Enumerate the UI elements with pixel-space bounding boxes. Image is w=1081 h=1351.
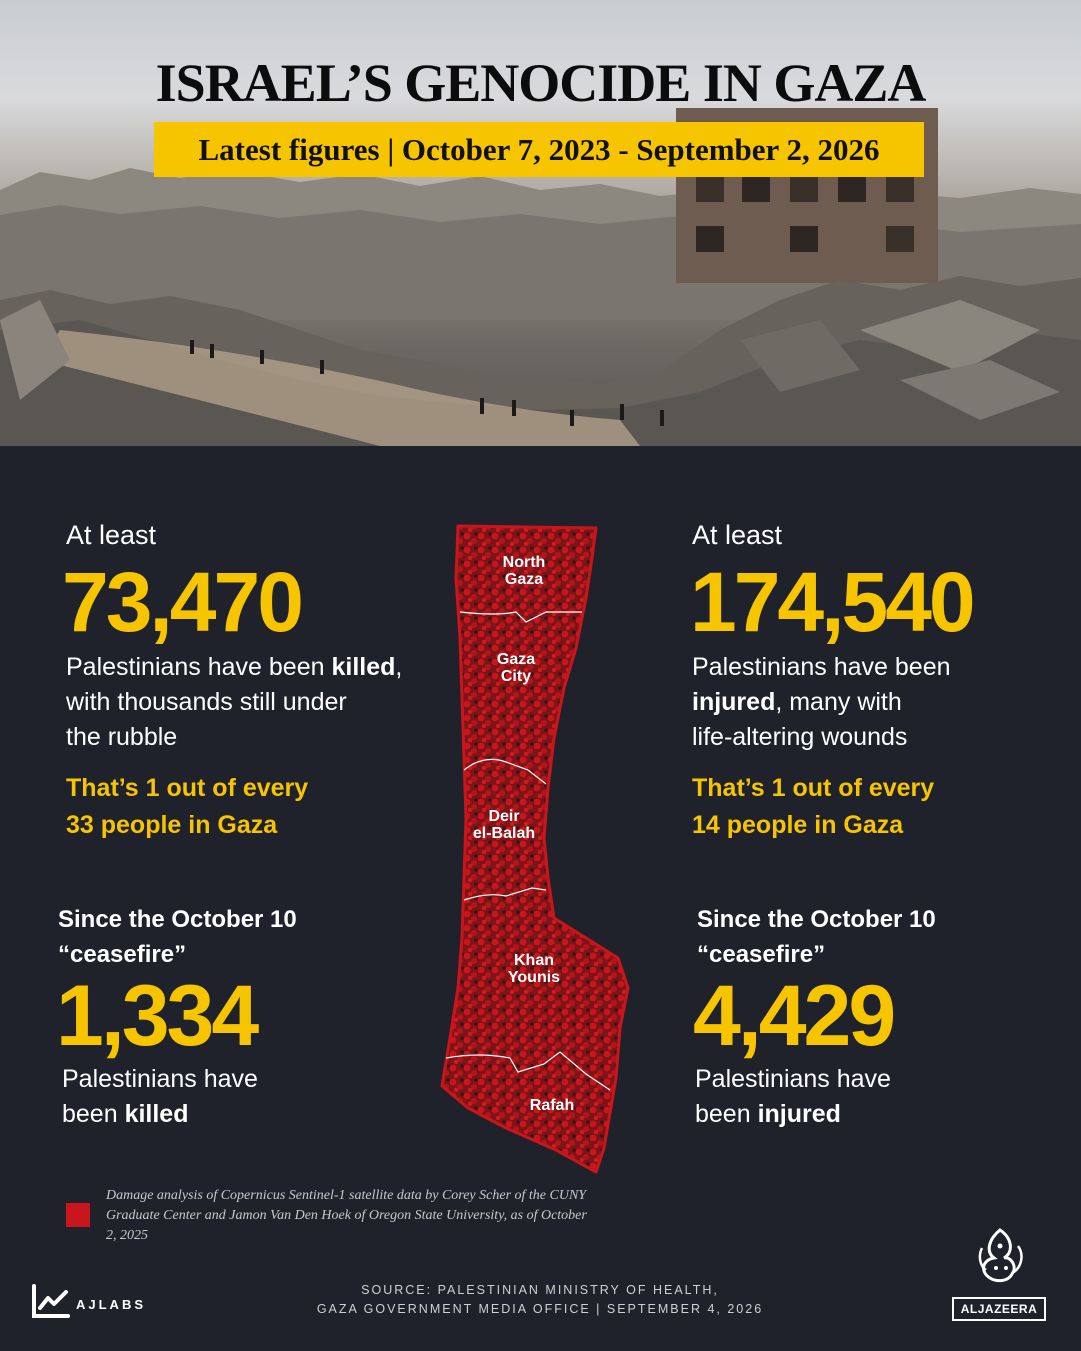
injured-desc-line3: life-altering wounds: [692, 723, 908, 751]
left-since-line2: “ceasefire”: [58, 941, 187, 968]
ceasefire-injured-description: Palestinians have been injured: [695, 1062, 891, 1132]
left-since-heading: Since the October 10 “ceasefire”: [58, 902, 297, 972]
map-label-rafah: Rafah: [529, 1097, 575, 1114]
map-label-khan-younis-line2: Younis: [507, 969, 561, 986]
injured-lead-text: At least: [692, 520, 783, 550]
ajlabs-brand: AJLABS: [30, 1282, 146, 1322]
source-credit: SOURCE: PALESTINIAN MINISTRY OF HEALTH, …: [270, 1281, 810, 1319]
aljazeera-wordmark: ALJAZEERA: [952, 1297, 1046, 1321]
map-label-deir-el-balah-line1: Deir: [488, 808, 520, 825]
map-label-north-gaza-line1: North: [502, 554, 546, 571]
injured-total-value: 174,540: [690, 555, 976, 649]
killed-desc-line2: with thousands still under: [66, 688, 347, 716]
map-label-deir-el-balah-line2: el-Balah: [472, 825, 536, 842]
map-label-gaza-city: Gaza City: [476, 651, 556, 685]
source-line1: SOURCE: PALESTINIAN MINISTRY OF HEALTH,: [361, 1283, 719, 1297]
killed-desc-part2: ,: [395, 653, 403, 681]
right-since-line2: “ceasefire”: [697, 941, 826, 968]
killed-desc-part1: Palestinians have been: [66, 653, 332, 681]
injured-ratio-line2: 14 people in Gaza: [692, 811, 904, 839]
injured-ratio-text: That’s 1 out of every 14 people in Gaza: [692, 770, 934, 844]
ceasefire-killed-line2-pre: been: [62, 1100, 125, 1128]
injured-description: Palestinians have been injured, many wit…: [692, 650, 1052, 755]
damage-legend-text: Damage analysis of Copernicus Sentinel-1…: [106, 1188, 587, 1243]
ceasefire-injured-line1: Palestinians have: [695, 1065, 891, 1093]
ajlabs-logo-icon: [32, 1284, 70, 1318]
killed-ratio-text: That’s 1 out of every 33 people in Gaza: [66, 770, 308, 844]
injured-desc-line1: Palestinians have been: [692, 653, 951, 681]
killed-ratio-line2: 33 people in Gaza: [66, 811, 278, 839]
ceasefire-injured-bold: injured: [757, 1100, 841, 1128]
aljazeera-calligraphy-icon: [978, 1228, 1023, 1283]
injured-ratio-line1: That’s 1 out of every: [692, 774, 935, 802]
left-since-line1: Since the October 10: [58, 906, 297, 933]
ceasefire-killed-bold: killed: [124, 1100, 189, 1128]
ajlabs-wordmark: AJLABS: [76, 1297, 147, 1312]
ceasefire-killed-line1: Palestinians have: [62, 1065, 258, 1093]
ceasefire-killed-description: Palestinians have been killed: [62, 1062, 258, 1132]
map-label-khan-younis: Khan Younis: [494, 952, 574, 986]
map-label-deir-el-balah: Deir el-Balah: [460, 808, 548, 842]
gaza-strip-map: North Gaza Gaza City Deir el-Balah Khan …: [436, 518, 636, 1178]
source-line2: GAZA GOVERNMENT MEDIA OFFICE | SEPTEMBER…: [316, 1302, 764, 1316]
gaza-strip-outline: [440, 524, 630, 1174]
injured-desc-bold: injured: [692, 688, 776, 716]
map-label-gaza-city-line1: Gaza: [496, 651, 536, 668]
killed-desc-bold: killed: [331, 653, 396, 681]
page-title: ISRAEL’S GENOCIDE IN GAZA: [155, 53, 927, 113]
killed-ratio-line1: That’s 1 out of every: [66, 774, 309, 802]
map-label-gaza-city-line2: City: [500, 668, 532, 685]
ceasefire-injured-value: 4,429: [693, 968, 896, 1064]
gaza-damage-map-svg: [440, 524, 630, 1174]
right-since-heading: Since the October 10 “ceasefire”: [697, 902, 936, 972]
ceasefire-killed-value: 1,334: [56, 968, 259, 1064]
right-since-line1: Since the October 10: [697, 906, 936, 933]
rubble-photo-illustration: [0, 108, 1081, 446]
map-label-north-gaza: North Gaza: [484, 554, 564, 588]
injured-desc-line2-rest: , many with: [775, 688, 902, 716]
date-range-banner: Latest figures | October 7, 2023 - Septe…: [154, 122, 924, 177]
killed-desc-line3: the rubble: [66, 723, 178, 751]
killed-lead-text: At least: [66, 520, 157, 550]
hero-photo: ISRAEL’S GENOCIDE IN GAZA Latest figures…: [0, 0, 1081, 446]
aljazeera-logo: ALJAZEERA: [952, 1226, 1048, 1321]
killed-description: Palestinians have been killed, with thou…: [66, 650, 426, 755]
ceasefire-injured-line2-pre: been: [695, 1100, 758, 1128]
killed-total-value: 73,470: [62, 555, 304, 649]
map-label-khan-younis-line1: Khan: [514, 952, 554, 969]
damage-legend-swatch: [66, 1203, 90, 1227]
map-label-north-gaza-line2: Gaza: [504, 571, 544, 588]
